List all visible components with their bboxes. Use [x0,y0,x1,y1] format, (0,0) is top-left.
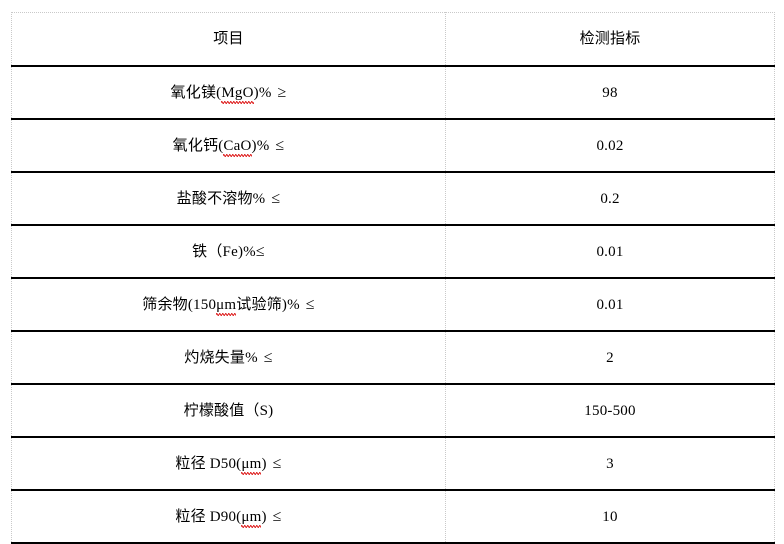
comparison-operator: ≤ [271,189,281,207]
item-label-suffix: )% [253,84,272,101]
cell-item: 粒径 D90(μm) ≤ [11,490,446,544]
cell-value: 150-500 [445,384,775,438]
item-label-prefix: 筛余物(150 [142,296,217,313]
cell-item: 氧化钙(CaO)% ≤ [11,119,446,173]
spellcheck-underlined-text: μm [241,508,262,525]
comparison-operator: ≤ [263,348,273,366]
item-label: 盐酸不溶物% ≤ [176,189,281,207]
cell-value: 2 [445,331,775,385]
cell-item: 灼烧失量% ≤ [11,331,446,385]
spellcheck-underlined-text: μm [241,455,262,472]
column-header-value: 检测指标 [445,12,775,67]
table-row: 铁（Fe)%≤ 0.01 [11,225,775,279]
item-label-suffix: ) [261,508,267,525]
table-row: 筛余物(150μm试验筛)% ≤0.01 [11,278,775,332]
cell-value: 3 [445,437,775,491]
value-text: 0.2 [600,190,620,207]
comparison-operator: ≤ [255,242,265,260]
item-label-prefix: 柠檬酸值（S) [183,402,274,419]
value-text: 150-500 [584,402,636,419]
comparison-operator: ≤ [305,295,315,313]
item-label: 铁（Fe)%≤ [192,242,265,260]
value-text: 0.02 [596,137,624,154]
table-header-row: 项目 检测指标 [11,12,775,67]
item-label: 粒径 D90(μm) ≤ [175,507,282,525]
item-label-suffix: ) [261,455,267,472]
table-row: 柠檬酸值（S) 150-500 [11,384,775,438]
comparison-operator: ≥ [277,83,287,101]
cell-value: 98 [445,66,775,120]
cell-item: 粒径 D50(μm) ≤ [11,437,446,491]
specification-table: 项目 检测指标 氧化镁(MgO)% ≥98 氧化钙(CaO)% ≤0.02 盐酸不溶… [11,12,775,544]
spellcheck-underlined-text: CaO [223,137,252,154]
comparison-operator: ≤ [272,454,282,472]
cell-value: 0.01 [445,278,775,332]
item-label-prefix: 粒径 D90( [175,508,242,525]
table-row: 氧化镁(MgO)% ≥98 [11,66,775,120]
item-label: 灼烧失量% ≤ [184,348,273,366]
item-label-prefix: 氧化镁( [170,84,222,101]
column-header-item: 项目 [11,12,446,67]
item-label-prefix: 铁（Fe)% [192,243,256,260]
value-text: 0.01 [596,296,624,313]
item-label-prefix: 灼烧失量% [184,349,258,366]
cell-item: 氧化镁(MgO)% ≥ [11,66,446,120]
item-label-prefix: 盐酸不溶物% [176,190,266,207]
spellcheck-underlined-text: MgO [221,84,254,101]
cell-value: 0.01 [445,225,775,279]
value-text: 0.01 [596,243,624,260]
table-row: 粒径 D50(μm) ≤3 [11,437,775,491]
comparison-operator: ≤ [272,507,282,525]
table-row: 盐酸不溶物% ≤0.2 [11,172,775,226]
item-label-prefix: 粒径 D50( [175,455,242,472]
value-text: 3 [606,455,614,472]
item-label-prefix: 氧化钙( [172,137,224,154]
spellcheck-underlined-text: μm [216,296,237,313]
item-label-suffix: 试验筛)% [236,296,300,313]
value-text: 2 [606,349,614,366]
table-header: 项目 检测指标 [11,12,775,67]
value-text: 98 [602,84,618,101]
cell-item: 筛余物(150μm试验筛)% ≤ [11,278,446,332]
table-row: 粒径 D90(μm) ≤10 [11,490,775,544]
item-label: 粒径 D50(μm) ≤ [175,454,282,472]
comparison-operator: ≤ [275,136,285,154]
table-row: 灼烧失量% ≤2 [11,331,775,385]
item-label: 筛余物(150μm试验筛)% ≤ [142,295,315,313]
table-row: 氧化钙(CaO)% ≤0.02 [11,119,775,173]
cell-value: 0.2 [445,172,775,226]
cell-item: 铁（Fe)%≤ [11,225,446,279]
table-body: 氧化镁(MgO)% ≥98 氧化钙(CaO)% ≤0.02 盐酸不溶物% ≤0.2 铁… [11,66,775,544]
value-text: 10 [602,508,618,525]
cell-item: 柠檬酸值（S) [11,384,446,438]
cell-item: 盐酸不溶物% ≤ [11,172,446,226]
item-label: 氧化镁(MgO)% ≥ [170,83,287,101]
cell-value: 10 [445,490,775,544]
item-label-suffix: )% [251,137,270,154]
cell-value: 0.02 [445,119,775,173]
item-label: 氧化钙(CaO)% ≤ [172,136,285,154]
item-label: 柠檬酸值（S) [184,403,274,419]
